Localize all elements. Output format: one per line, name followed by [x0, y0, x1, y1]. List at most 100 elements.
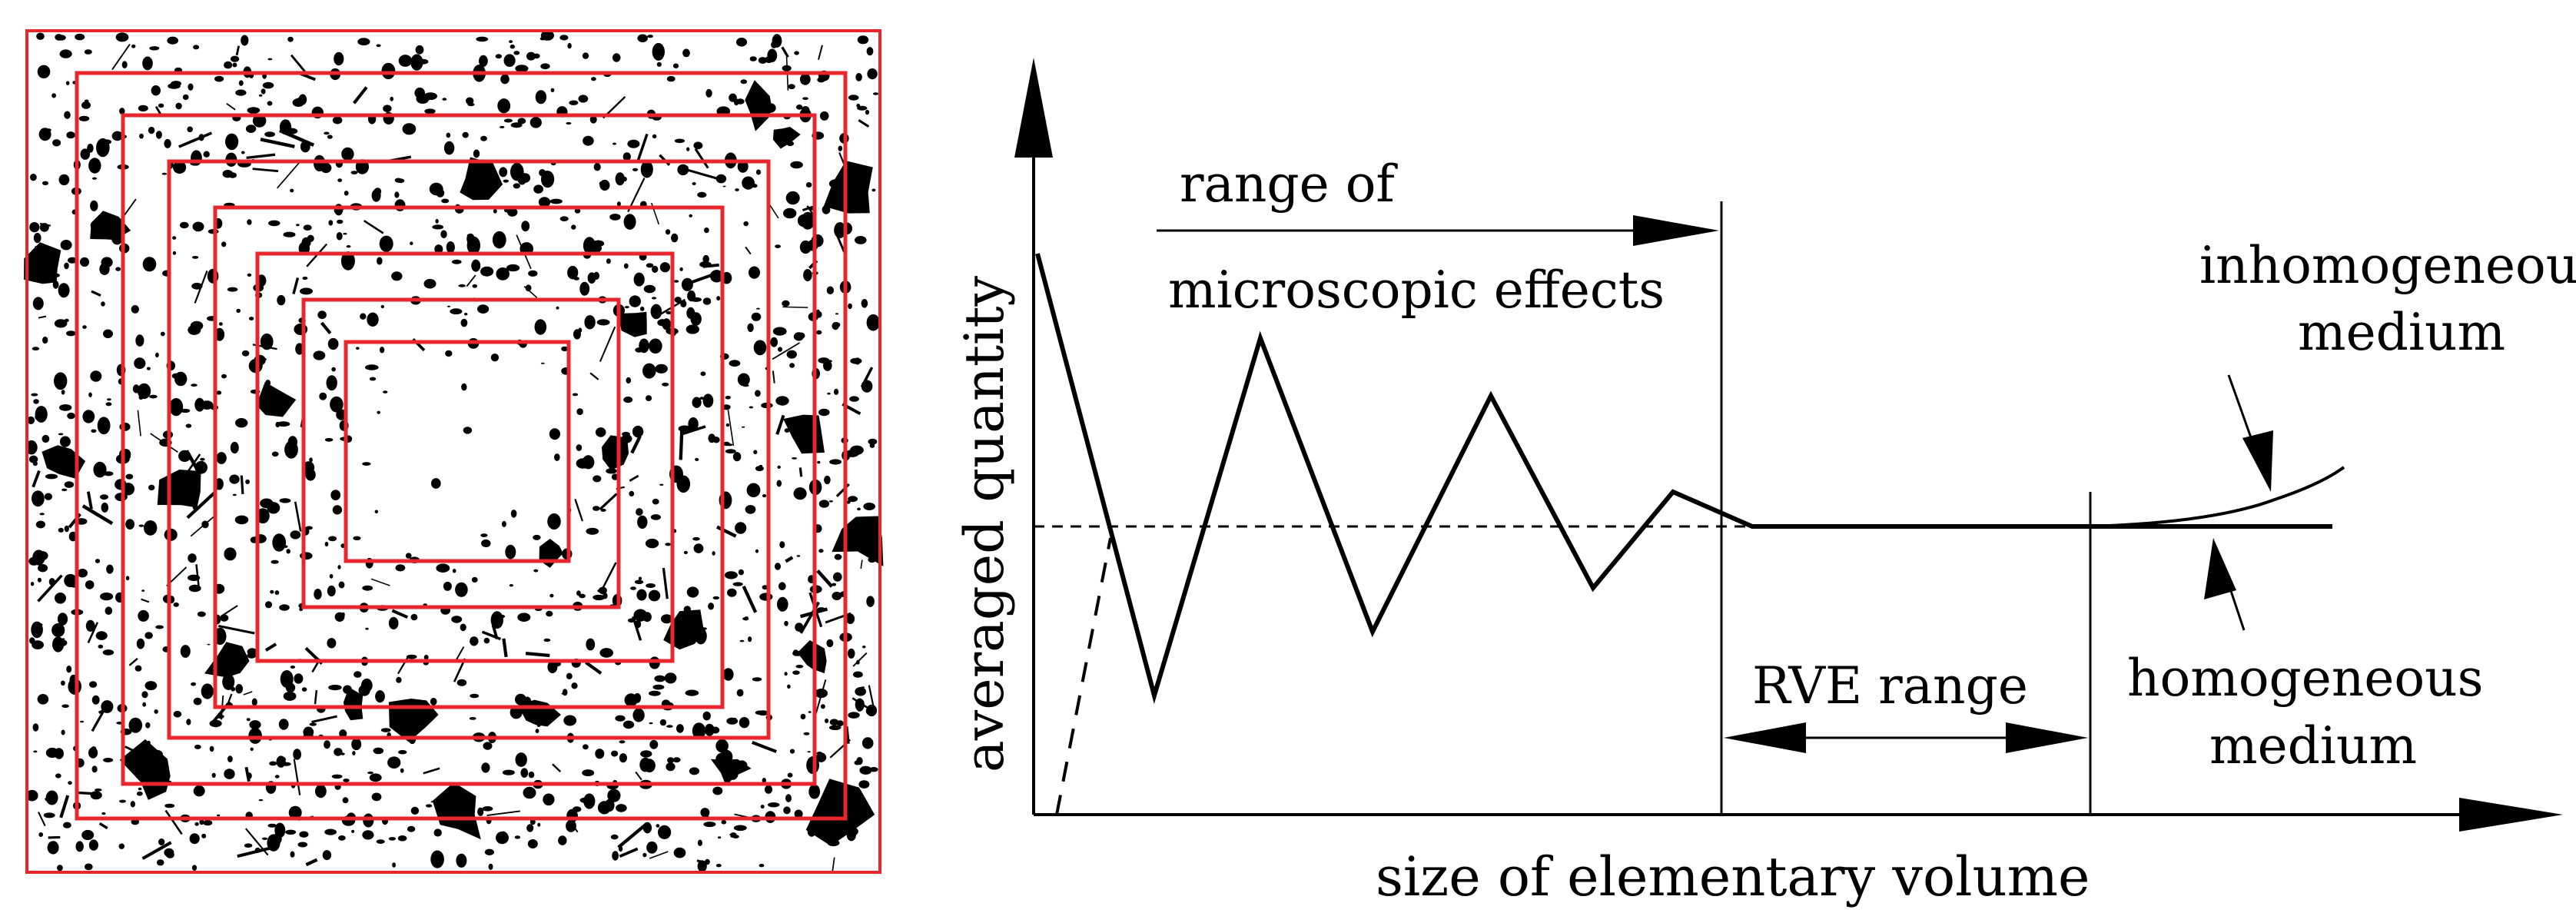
pore-speck: [722, 668, 734, 681]
pore-speck: [68, 781, 72, 785]
pore-speck: [827, 392, 831, 395]
pore-speck: [247, 107, 261, 114]
pore-speck: [171, 373, 181, 379]
pore-speck: [37, 694, 49, 705]
pore-speck: [28, 455, 38, 463]
pore-speck: [638, 576, 642, 581]
pore-speck: [802, 97, 808, 100]
pore-speck: [145, 722, 151, 729]
pore-speck: [649, 739, 659, 749]
pore-crack: [691, 271, 719, 284]
pore-speck: [238, 80, 244, 86]
pore-speck: [365, 627, 369, 630]
pore-speck: [689, 214, 692, 217]
pore-speck: [685, 324, 699, 334]
pore-speck: [227, 287, 238, 292]
pore-speck: [175, 102, 182, 110]
pore-crack: [589, 372, 599, 380]
pore-speck: [119, 108, 125, 115]
pore-speck: [155, 131, 162, 139]
pore-speck: [547, 513, 561, 530]
pore-speck: [376, 44, 381, 48]
inhomogeneous-label-line1: inhomogeneous: [2199, 236, 2576, 295]
pore-speck: [105, 606, 113, 615]
pore-speck: [583, 135, 594, 146]
pore-speck: [142, 702, 147, 707]
pore-crack: [39, 222, 51, 227]
pore-speck: [375, 690, 385, 703]
pore-speck: [218, 322, 223, 326]
pore-crack: [164, 809, 183, 835]
pore-speck: [443, 581, 452, 591]
pore-speck: [554, 453, 560, 461]
pore-speck: [91, 695, 100, 705]
pore-speck: [305, 468, 316, 481]
pore-speck: [736, 689, 744, 697]
pore-speck: [573, 329, 581, 340]
pore-crack: [568, 820, 579, 833]
pore-speck: [596, 319, 610, 326]
pore-speck: [463, 427, 473, 434]
pore-speck: [51, 623, 65, 637]
pore-crack: [218, 625, 255, 635]
pore-speck: [462, 131, 469, 138]
pore-crack: [486, 810, 520, 816]
pore-speck: [277, 294, 286, 306]
pore-speck: [737, 373, 750, 387]
pore-speck: [77, 569, 88, 578]
pore-speck: [521, 221, 530, 232]
pore-speck: [510, 510, 517, 518]
pore-crack: [391, 609, 409, 619]
pore-speck: [702, 393, 714, 408]
pore-speck: [656, 61, 662, 67]
pore-speck: [362, 830, 374, 840]
pore-speck: [341, 612, 345, 617]
pore-speck: [692, 182, 696, 185]
pore-speck: [752, 677, 762, 682]
pore-speck: [673, 280, 679, 283]
pore-speck: [224, 61, 233, 69]
pore-speck: [241, 35, 249, 46]
pore-crack: [679, 429, 684, 460]
pore-speck: [782, 300, 790, 307]
pore-speck: [612, 851, 619, 861]
pore-speck: [715, 864, 722, 868]
pore-speck: [787, 684, 791, 689]
pore-speck: [784, 672, 788, 676]
pore-speck: [586, 638, 596, 651]
pore-crack: [619, 847, 639, 858]
pore-speck: [424, 108, 436, 115]
pore-crack: [696, 859, 707, 864]
pore-crack: [846, 184, 868, 214]
pore-speck: [447, 305, 450, 307]
pore-crack: [716, 525, 737, 538]
pore-speck: [52, 139, 61, 147]
pore-speck: [828, 725, 842, 730]
pore-speck: [452, 259, 462, 264]
pore-crack: [523, 286, 538, 298]
pore-speck: [573, 277, 579, 281]
pore-speck: [173, 161, 187, 174]
pore-speck: [115, 32, 129, 42]
sampling-box: [121, 113, 817, 786]
pore-speck: [222, 170, 234, 178]
pore-speck: [517, 118, 526, 125]
pore-speck: [324, 131, 330, 135]
pore-speck: [367, 771, 373, 775]
pore-speck: [410, 613, 418, 621]
pore-speck: [446, 132, 451, 138]
pore-speck: [258, 94, 263, 97]
pore-speck: [322, 850, 332, 861]
pore-speck: [136, 638, 145, 649]
pore-crack: [682, 167, 719, 180]
pore-speck: [295, 343, 304, 355]
pore-speck: [770, 337, 778, 347]
pore-speck: [329, 573, 334, 579]
pore-speck: [540, 63, 550, 70]
pore-speck: [535, 90, 547, 105]
pore-speck: [234, 515, 249, 525]
pore-speck: [84, 49, 92, 55]
pore-speck: [610, 834, 619, 840]
pore-speck: [732, 452, 742, 462]
pore-crack: [423, 767, 440, 775]
